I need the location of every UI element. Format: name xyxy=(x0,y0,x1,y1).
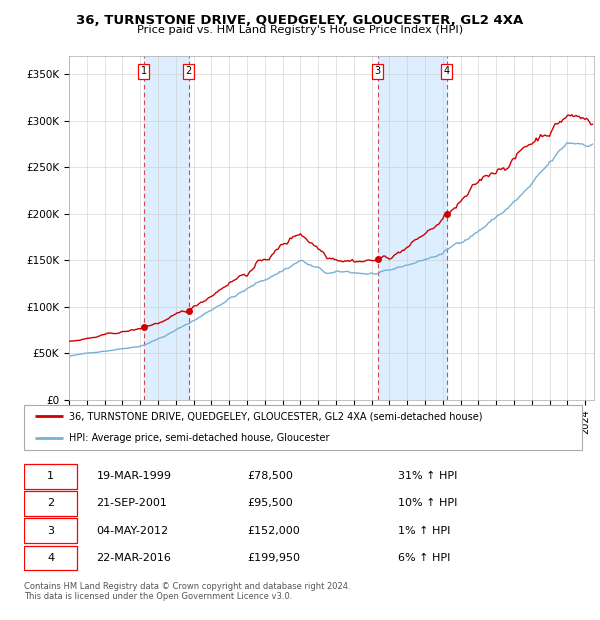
Text: 22-MAR-2016: 22-MAR-2016 xyxy=(97,553,172,563)
Text: HPI: Average price, semi-detached house, Gloucester: HPI: Average price, semi-detached house,… xyxy=(68,433,329,443)
Bar xyxy=(377,56,446,400)
FancyBboxPatch shape xyxy=(24,405,582,450)
Text: 1: 1 xyxy=(141,66,147,76)
Text: 04-MAY-2012: 04-MAY-2012 xyxy=(97,526,169,536)
Text: 4: 4 xyxy=(443,66,450,76)
Text: 10% ↑ HPI: 10% ↑ HPI xyxy=(398,498,457,508)
Bar xyxy=(144,56,188,400)
Text: 2: 2 xyxy=(47,498,54,508)
Text: 6% ↑ HPI: 6% ↑ HPI xyxy=(398,553,450,563)
Text: £199,950: £199,950 xyxy=(247,553,300,563)
Text: Contains HM Land Registry data © Crown copyright and database right 2024.
This d: Contains HM Land Registry data © Crown c… xyxy=(24,582,350,601)
Text: 31% ↑ HPI: 31% ↑ HPI xyxy=(398,471,457,481)
FancyBboxPatch shape xyxy=(24,491,77,516)
Text: 3: 3 xyxy=(374,66,380,76)
FancyBboxPatch shape xyxy=(24,518,77,543)
Text: 3: 3 xyxy=(47,526,54,536)
Text: 36, TURNSTONE DRIVE, QUEDGELEY, GLOUCESTER, GL2 4XA: 36, TURNSTONE DRIVE, QUEDGELEY, GLOUCEST… xyxy=(76,14,524,27)
Text: 21-SEP-2001: 21-SEP-2001 xyxy=(97,498,167,508)
Text: £95,500: £95,500 xyxy=(247,498,293,508)
FancyBboxPatch shape xyxy=(24,464,77,489)
Text: 19-MAR-1999: 19-MAR-1999 xyxy=(97,471,172,481)
Text: Price paid vs. HM Land Registry's House Price Index (HPI): Price paid vs. HM Land Registry's House … xyxy=(137,25,463,35)
Text: £78,500: £78,500 xyxy=(247,471,293,481)
Text: 4: 4 xyxy=(47,553,54,563)
Text: 1: 1 xyxy=(47,471,54,481)
Text: 1% ↑ HPI: 1% ↑ HPI xyxy=(398,526,450,536)
Text: £152,000: £152,000 xyxy=(247,526,300,536)
Text: 36, TURNSTONE DRIVE, QUEDGELEY, GLOUCESTER, GL2 4XA (semi-detached house): 36, TURNSTONE DRIVE, QUEDGELEY, GLOUCEST… xyxy=(68,411,482,421)
Text: 2: 2 xyxy=(185,66,192,76)
FancyBboxPatch shape xyxy=(24,546,77,570)
